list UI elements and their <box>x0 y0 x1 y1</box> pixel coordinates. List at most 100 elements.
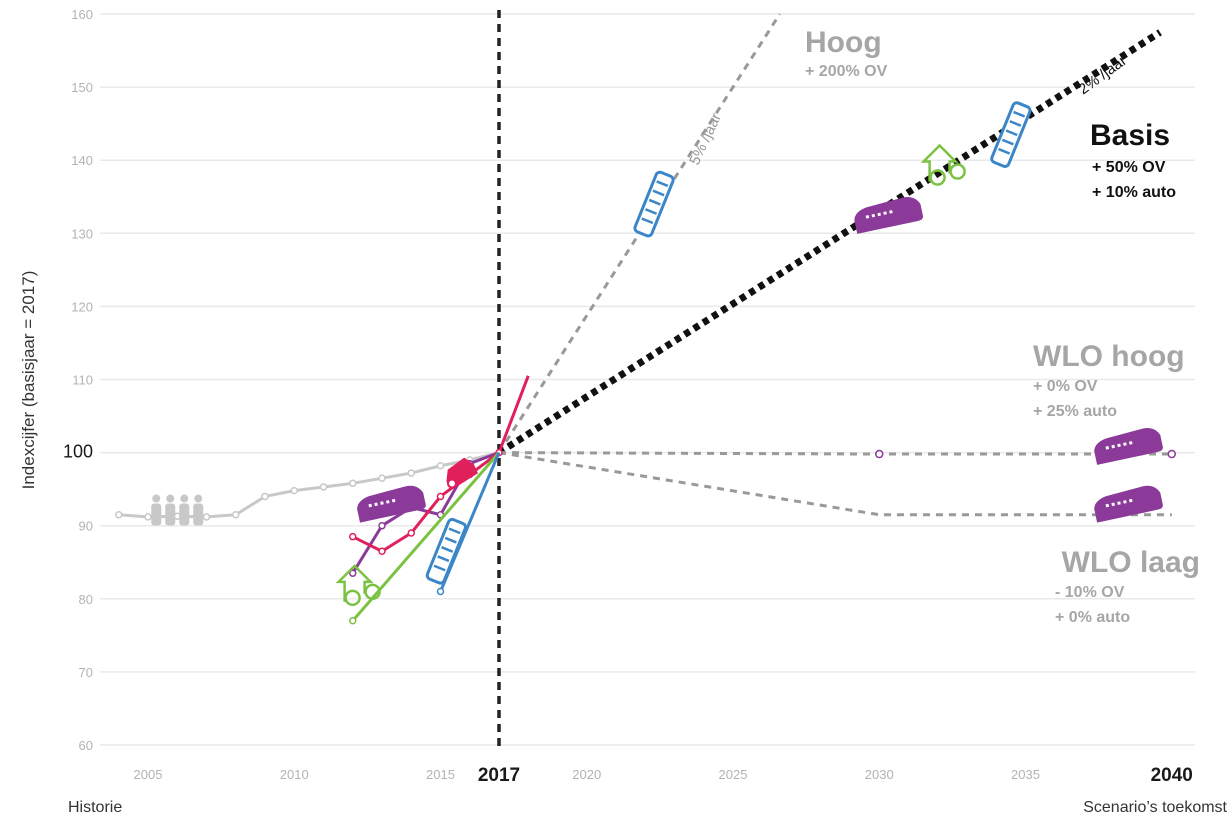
history-point-bus <box>436 587 445 596</box>
train-icon <box>854 197 924 234</box>
y-tick-label: 140 <box>71 153 93 168</box>
history-point-population <box>436 462 445 470</box>
scenario-sub-wlo-laag: + 0% auto <box>1055 609 1130 626</box>
train-shape <box>1123 442 1127 446</box>
train-shape <box>1117 501 1121 505</box>
bus-shape <box>641 217 654 225</box>
history-line-train <box>351 451 500 575</box>
bus-icon <box>633 170 675 238</box>
history-point-car <box>436 492 445 501</box>
scenario-title-basis: Basis <box>1090 119 1170 152</box>
scenario-marker <box>875 449 884 459</box>
history-point-population <box>378 474 386 482</box>
bus-shape <box>644 208 658 215</box>
train-shape <box>1105 446 1110 450</box>
population-shape <box>152 494 161 503</box>
train-shape <box>1094 485 1163 523</box>
y-tick-label: 130 <box>71 226 93 241</box>
y-tick-label: 120 <box>71 299 93 314</box>
y-axis-label: Indexcijfer (basisjaar = 2017) <box>19 271 38 490</box>
y-tick-label: 150 <box>71 80 93 95</box>
y-tick-label: 80 <box>79 592 93 607</box>
train-shape <box>1105 503 1110 508</box>
scenario-line-basis <box>497 29 1162 456</box>
train-shape <box>883 211 887 215</box>
train-shape <box>386 500 390 504</box>
train-shape <box>871 213 876 218</box>
train-shape <box>368 503 372 508</box>
scenario-sub-basis: + 10% auto <box>1092 184 1176 201</box>
x-tick-label: 2015 <box>426 767 455 782</box>
y-tick-label: 70 <box>79 665 93 680</box>
scenario-line-wlo-laag <box>498 451 1172 517</box>
scenario-sub-hoog: + 200% OV <box>805 63 888 80</box>
train-shape <box>380 501 384 505</box>
bus-shape <box>448 527 461 535</box>
bus-shape <box>998 147 1011 155</box>
bus-shape <box>1005 129 1018 137</box>
train-icon <box>1094 485 1163 523</box>
bus-shape <box>656 180 669 188</box>
x-axis: 2005 2010 2015 2017 2020 2025 2030 2035 2040 <box>134 765 1193 786</box>
bicycle-shape <box>344 589 361 607</box>
train-shape <box>391 498 396 503</box>
scenario-title-wlo-laag: WLO laag <box>1062 546 1200 579</box>
bicycle-shape <box>364 583 381 601</box>
history-point-population <box>144 513 152 521</box>
footer-left: Historie <box>68 799 122 816</box>
scenario-title-hoog: Hoog <box>805 26 882 59</box>
bus-icon <box>990 101 1032 168</box>
train-shape <box>1128 498 1133 503</box>
x-tick-label: 2017 <box>478 765 520 786</box>
population-shape <box>165 503 176 526</box>
population-shape <box>179 503 190 526</box>
scenario-sub-wlo-laag: - 10% OV <box>1055 584 1125 601</box>
x-tick-label: 2010 <box>280 767 309 782</box>
train-shape <box>1117 443 1121 448</box>
y-axis: 60 70 80 90 100 110 120 130 140 150 160 <box>63 7 93 753</box>
bicycle-shape <box>929 169 946 186</box>
population-shape <box>194 494 203 503</box>
car-icon <box>446 457 479 491</box>
train-shape <box>889 210 893 214</box>
history-point-population <box>232 510 240 519</box>
x-tick-label: 2025 <box>719 767 748 782</box>
bicycle-shape <box>920 143 959 182</box>
rate-label-hoog: 5% /jaar <box>686 111 725 168</box>
y-tick-label: 90 <box>79 519 93 534</box>
bus-shape <box>444 536 457 544</box>
x-tick-label: 2040 <box>1151 765 1193 786</box>
y-tick-label: 110 <box>72 373 93 388</box>
footer-right: Scenario’s toekomst <box>1083 799 1227 816</box>
history-lines <box>115 375 530 625</box>
population-shape <box>151 503 162 526</box>
rate-label-basis: 2% /jaar <box>1075 52 1130 98</box>
train-icon <box>357 485 426 523</box>
bus-icon <box>425 517 467 585</box>
history-point-population <box>349 479 357 488</box>
train-shape <box>357 485 426 523</box>
bus-shape <box>1001 138 1014 146</box>
history-point-train <box>349 569 357 577</box>
train-shape <box>1094 428 1163 465</box>
history-point-car <box>378 547 386 556</box>
bus-shape <box>433 564 446 572</box>
history-point-population <box>202 513 211 521</box>
history-line-bicycle <box>351 451 501 622</box>
history-point-population <box>290 486 298 495</box>
train-shape <box>877 212 881 217</box>
bicycle-shape <box>949 163 966 180</box>
history-point-car <box>349 532 357 541</box>
history-line-population <box>118 451 500 519</box>
train-shape <box>1123 500 1127 504</box>
x-tick-label: 2035 <box>1011 767 1040 782</box>
bus-shape <box>633 170 675 238</box>
x-tick-label: 2030 <box>865 767 894 782</box>
bus-shape <box>1009 120 1022 127</box>
bus-shape <box>648 198 661 206</box>
population-icon <box>151 494 204 526</box>
scenario-title-wlo-hoog: WLO hoog <box>1033 340 1185 373</box>
train-shape <box>865 215 870 219</box>
scenario-sub-basis: + 50% OV <box>1092 159 1166 176</box>
history-point-car <box>407 529 415 537</box>
